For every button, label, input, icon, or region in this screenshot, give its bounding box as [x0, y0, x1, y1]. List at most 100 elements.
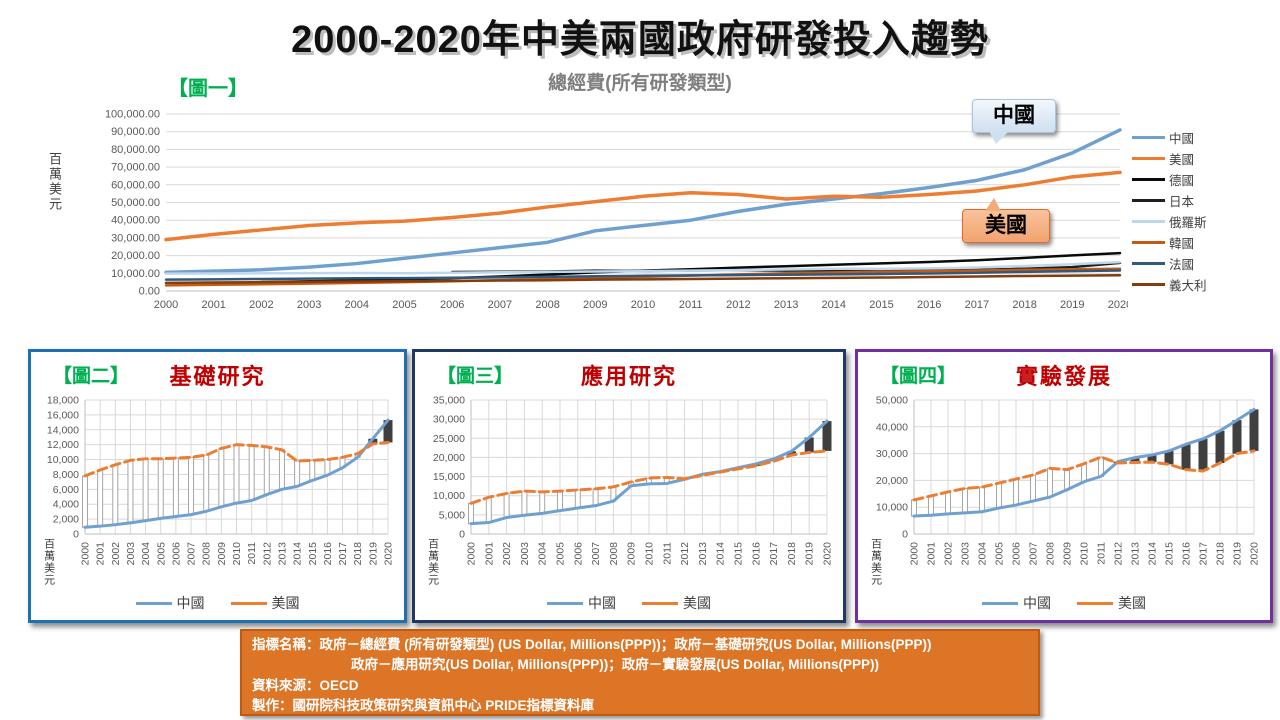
- fig2-y-axis-unit: 百萬美元: [42, 538, 55, 586]
- svg-text:2000: 2000: [80, 542, 92, 566]
- svg-text:2017: 2017: [965, 299, 989, 311]
- svg-text:0.00: 0.00: [139, 286, 160, 298]
- svg-text:2018: 2018: [352, 542, 364, 566]
- legend-line-swatch: [1132, 262, 1165, 265]
- fig3-y-axis-unit: 百萬美元: [426, 538, 439, 586]
- svg-text:2005: 2005: [555, 542, 567, 566]
- svg-text:2013: 2013: [697, 542, 709, 566]
- svg-text:0: 0: [902, 529, 908, 541]
- source-line-indicator2: 政府－應用研究(US Dollar, Millions(PPP))；政府－實驗發…: [351, 657, 880, 673]
- svg-text:2001: 2001: [926, 542, 938, 566]
- svg-text:50,000: 50,000: [876, 395, 908, 407]
- svg-text:2005: 2005: [392, 299, 416, 311]
- legend-label: 美國: [1118, 595, 1146, 611]
- fig3-label: 【圖三】: [437, 366, 514, 387]
- svg-text:2000: 2000: [154, 299, 178, 311]
- svg-text:2004: 2004: [345, 299, 369, 311]
- legend-line-swatch: [1132, 178, 1165, 181]
- fig1-chart-title: 總經費(所有研發類型): [548, 73, 732, 94]
- svg-text:2020: 2020: [383, 542, 395, 566]
- legend-item-德國: 德國: [1132, 169, 1278, 190]
- svg-text:2001: 2001: [95, 542, 107, 566]
- svg-text:2008: 2008: [535, 299, 559, 311]
- svg-text:2001: 2001: [201, 299, 225, 311]
- svg-text:2006: 2006: [572, 542, 584, 566]
- svg-text:0: 0: [73, 529, 79, 541]
- legend-label: 法國: [1169, 258, 1195, 272]
- legend-label: 中國: [1169, 132, 1195, 146]
- legend-line-swatch: [230, 601, 267, 605]
- svg-text:2007: 2007: [186, 542, 198, 566]
- svg-text:2018: 2018: [786, 542, 798, 566]
- legend-line-swatch: [1132, 136, 1165, 139]
- fig2-legend: 中國 美國: [31, 593, 404, 613]
- legend-item-義大利: 義大利: [1132, 274, 1278, 295]
- legend-line-swatch: [1132, 283, 1165, 286]
- svg-text:2007: 2007: [590, 542, 602, 566]
- svg-text:2,000: 2,000: [53, 514, 79, 526]
- svg-text:2005: 2005: [155, 542, 167, 566]
- svg-text:2012: 2012: [726, 299, 750, 311]
- legend-item-俄羅斯: 俄羅斯: [1132, 211, 1278, 232]
- legend-item-法國: 法國: [1132, 253, 1278, 274]
- svg-text:2007: 2007: [488, 299, 512, 311]
- svg-text:2006: 2006: [440, 299, 464, 311]
- fig1-label: 【圖一】: [168, 78, 248, 100]
- svg-text:2007: 2007: [1028, 542, 1040, 566]
- svg-text:2014: 2014: [822, 299, 846, 311]
- svg-text:2003: 2003: [297, 299, 321, 311]
- svg-text:60,000.00: 60,000.00: [111, 179, 160, 191]
- svg-text:2017: 2017: [1198, 542, 1210, 566]
- svg-text:2020: 2020: [822, 542, 834, 566]
- panel-fig3: 應用研究 【圖三】 0 5,000 10,000 15,000 20,000 25,000…: [412, 349, 846, 623]
- svg-text:40,000.00: 40,000.00: [111, 215, 160, 227]
- svg-text:5,000: 5,000: [439, 509, 465, 521]
- svg-text:16,000: 16,000: [47, 409, 79, 421]
- legend-line-swatch: [1132, 220, 1165, 223]
- svg-text:2003: 2003: [125, 542, 137, 566]
- fig4-label: 【圖四】: [880, 366, 957, 387]
- fig4-y-axis-unit: 百萬美元: [869, 538, 882, 586]
- svg-text:2015: 2015: [1164, 542, 1176, 566]
- svg-text:2003: 2003: [960, 542, 972, 566]
- svg-text:2011: 2011: [1096, 542, 1108, 565]
- source-line-producer: 製作：國研院科技政策研究與資訊中心 PRIDE指標資料庫: [252, 697, 595, 713]
- svg-text:2010: 2010: [631, 299, 655, 311]
- svg-text:10,000: 10,000: [876, 502, 908, 514]
- svg-text:30,000.00: 30,000.00: [111, 232, 160, 244]
- svg-text:2020: 2020: [1108, 299, 1128, 311]
- svg-text:2016: 2016: [1181, 542, 1193, 566]
- fig1-y-axis-unit: 百萬美元: [46, 152, 62, 212]
- svg-text:2018: 2018: [1215, 542, 1227, 566]
- svg-text:35,000: 35,000: [433, 395, 465, 407]
- svg-text:2009: 2009: [216, 542, 228, 566]
- svg-text:2013: 2013: [774, 299, 798, 311]
- svg-text:100,000.00: 100,000.00: [105, 109, 160, 121]
- svg-text:2019: 2019: [367, 542, 379, 566]
- svg-text:2009: 2009: [583, 299, 607, 311]
- svg-text:14,000: 14,000: [47, 424, 79, 436]
- svg-text:2015: 2015: [733, 542, 745, 566]
- legend-label: 中國: [588, 595, 616, 611]
- panel-fig4: 實驗發展 【圖四】 0 10,000 20,000 30,000 40,000 50,00…: [855, 349, 1273, 623]
- svg-text:2010: 2010: [1079, 542, 1091, 566]
- svg-text:2016: 2016: [917, 299, 941, 311]
- svg-text:2019: 2019: [804, 542, 816, 566]
- fig1-legend: 中國 美國 德國 日本 俄羅斯 韓國 法國 義大利: [1132, 127, 1278, 295]
- callout-china: 中國: [972, 99, 1056, 144]
- svg-text:90,000.00: 90,000.00: [111, 126, 160, 138]
- fig3-legend: 中國 美國: [415, 593, 843, 613]
- legend-label: 日本: [1169, 195, 1195, 209]
- svg-text:2014: 2014: [1147, 542, 1159, 566]
- panel-fig2: 基礎研究 【圖二】 0 2,000 4,000 6,000 8,000 10,000 12,…: [28, 349, 407, 623]
- legend-item-日本: 日本: [1132, 190, 1278, 211]
- legend-line-swatch: [1132, 157, 1165, 160]
- svg-text:12,000: 12,000: [47, 439, 79, 451]
- svg-text:2015: 2015: [307, 542, 319, 566]
- fig3-line-chart: 0 5,000 10,000 15,000 20,000 25,000 30,000 35,0…: [433, 395, 834, 566]
- fig2-line-chart: 0 2,000 4,000 6,000 8,000 10,000 12,000 14,000 1…: [47, 395, 395, 566]
- svg-text:2014: 2014: [715, 542, 727, 566]
- svg-text:8,000: 8,000: [53, 469, 79, 481]
- legend-label: 中國: [176, 595, 205, 611]
